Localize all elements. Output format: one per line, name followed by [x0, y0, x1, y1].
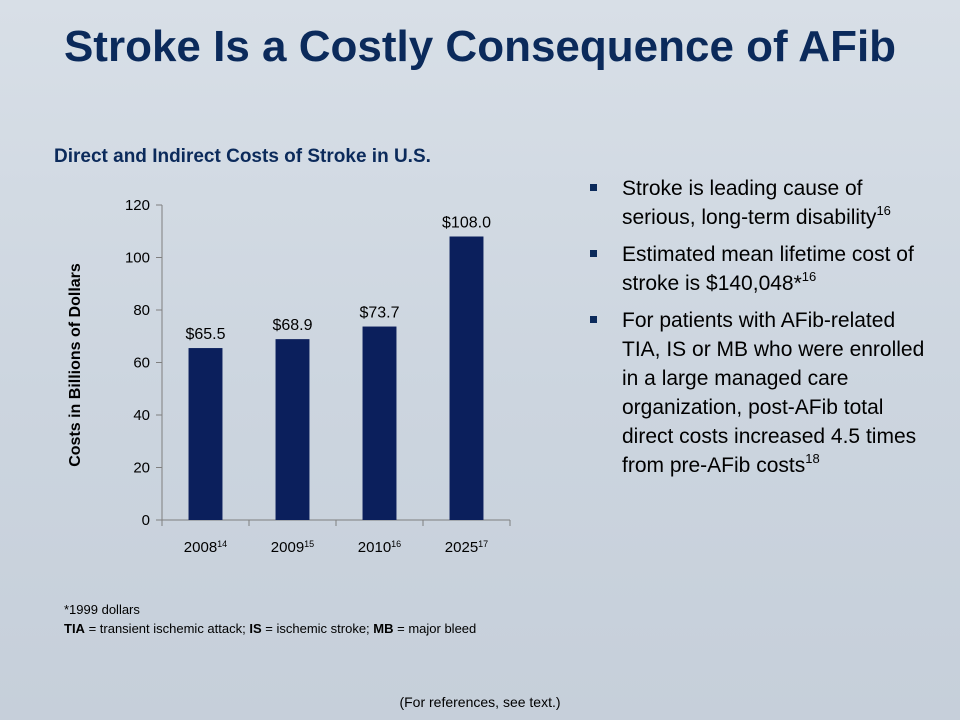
bullet-square-icon [590, 184, 597, 191]
bullet-item: For patients with AFib-related TIA, IS o… [590, 306, 930, 480]
footnote-abbreviations: TIA = transient ischemic attack; IS = is… [64, 619, 476, 638]
abbrev-def: major bleed [408, 621, 477, 636]
bar [188, 348, 223, 520]
bar-data-label: $108.0 [442, 215, 491, 232]
bar-data-label: $65.5 [185, 326, 225, 343]
bar [362, 326, 397, 520]
y-axis: 0 20 40 60 80 100 120 [125, 197, 163, 529]
x-tick-label: 201016 [358, 539, 401, 556]
bar-data-label: $68.9 [272, 317, 312, 334]
bullet-ref: 16 [876, 203, 891, 218]
y-tick-label: 120 [125, 197, 150, 214]
y-tick-label: 100 [125, 250, 150, 267]
bullet-item: Estimated mean lifetime cost of stroke i… [590, 240, 930, 298]
bullet-list: Stroke is leading cause of serious, long… [590, 174, 930, 488]
bar-data-label: $73.7 [359, 305, 399, 322]
abbrev-def: transient ischemic attack; [99, 621, 250, 636]
bar [449, 236, 484, 520]
x-tick-label: 200915 [271, 539, 314, 556]
abbrev-sep: = [261, 621, 277, 636]
abbrev-sep: = [393, 621, 409, 636]
bullet-ref: 16 [801, 269, 817, 284]
abbrev-term: IS [249, 621, 262, 636]
abbrev-sep: = [84, 621, 100, 636]
bullet-text: For patients with AFib-related TIA, IS o… [622, 309, 925, 477]
slide-title: Stroke Is a Costly Consequence of AFib [63, 22, 897, 71]
bars: $65.5 $68.9 $73.7 $108.0 [185, 215, 491, 520]
y-tick-label: 60 [133, 355, 150, 372]
abbrev-term: MB [373, 621, 394, 636]
x-tick-label: 200814 [184, 539, 227, 556]
y-tick-label: 40 [133, 407, 150, 424]
y-tick-label: 0 [142, 512, 150, 529]
abbrev-term: TIA [64, 621, 85, 636]
bullet-square-icon [590, 250, 597, 257]
x-axis: 200814 200915 201016 202517 [161, 519, 511, 556]
x-tick-label: 202517 [445, 539, 488, 556]
chart-title: Direct and Indirect Costs of Stroke in U… [54, 146, 431, 167]
y-tick-label: 20 [133, 460, 150, 477]
bullet-text: Stroke is leading cause of serious, long… [622, 177, 877, 229]
footnote-dollars: *1999 dollars [64, 602, 140, 617]
abbrev-def: ischemic stroke; [276, 621, 374, 636]
y-axis-label: Costs in Billions of Dollars [67, 263, 84, 467]
bullet-item: Stroke is leading cause of serious, long… [590, 174, 930, 232]
reference-note: (For references, see text.) [399, 694, 561, 710]
footnotes: *1999 dollars TIA = transient ischemic a… [64, 600, 476, 638]
bar [275, 339, 310, 520]
bullet-ref: 18 [805, 451, 820, 466]
bullet-square-icon [590, 316, 597, 323]
bullet-text: Estimated mean lifetime cost of stroke i… [622, 243, 914, 295]
y-tick-label: 80 [133, 302, 150, 319]
